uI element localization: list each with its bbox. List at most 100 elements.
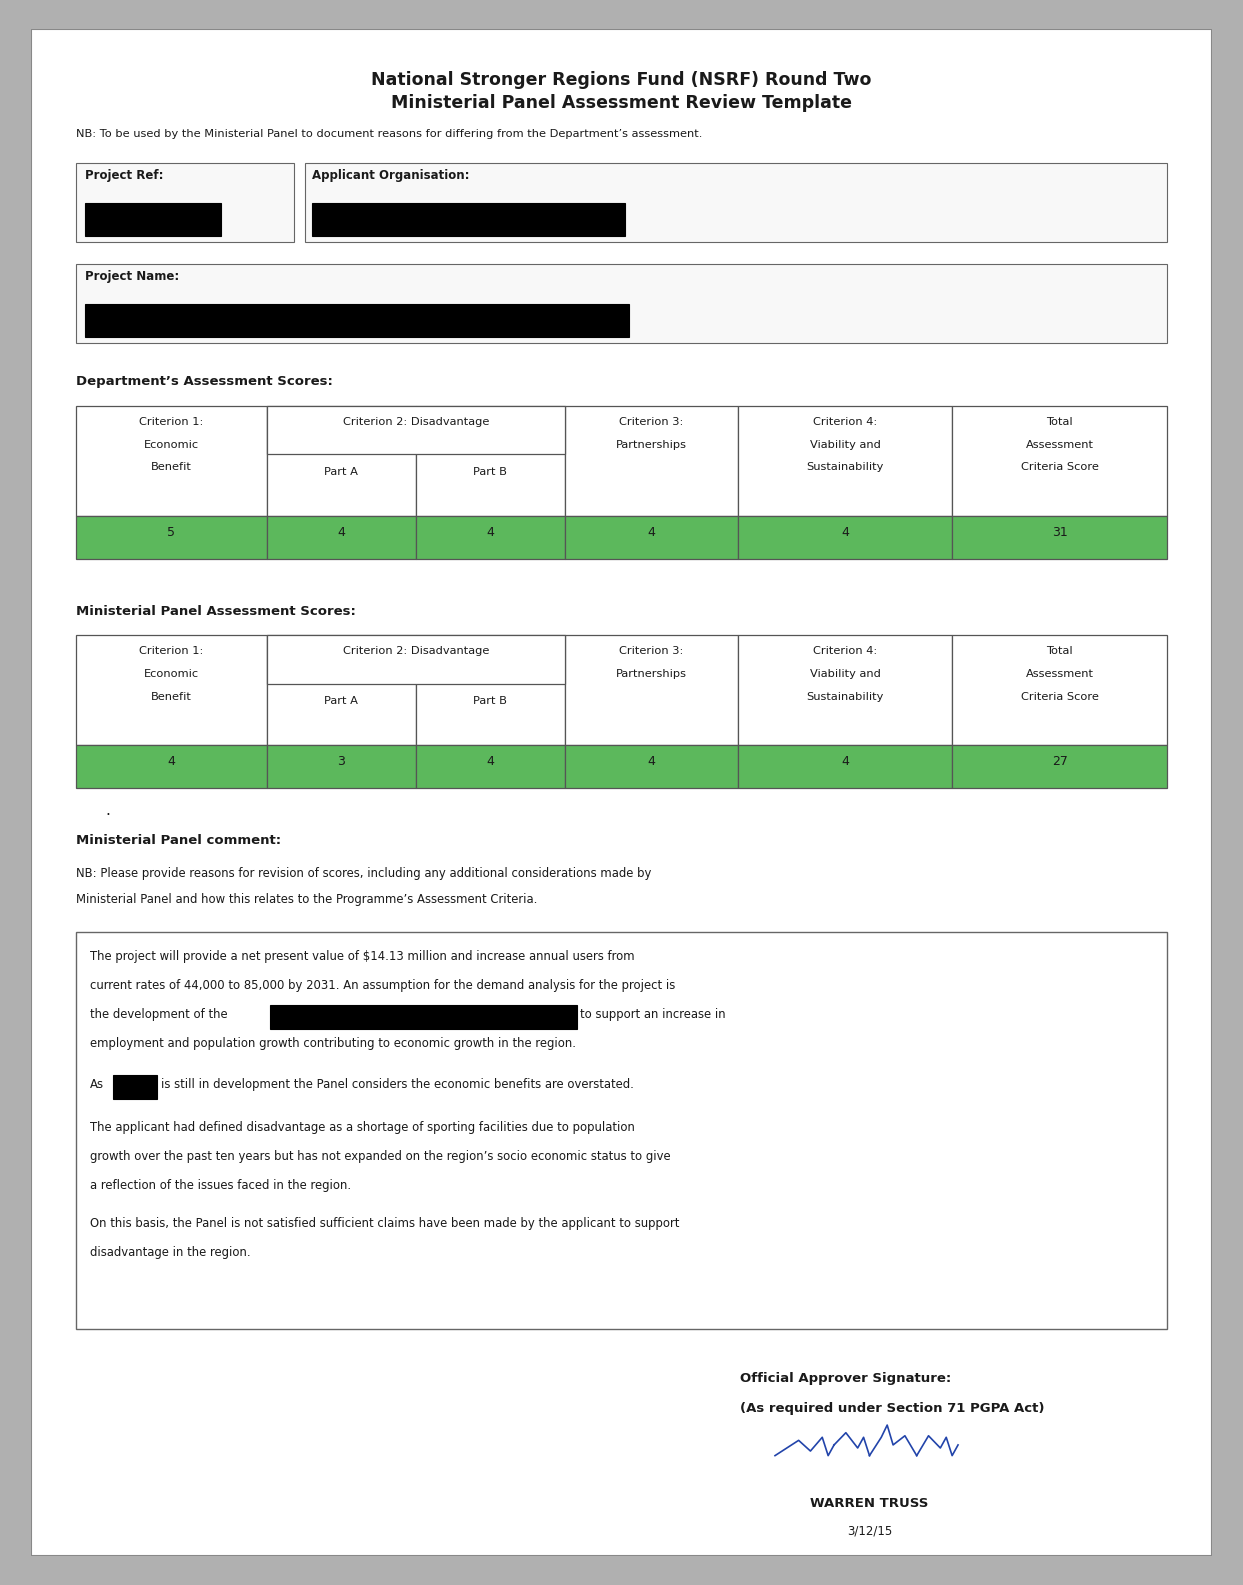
- Text: Criterion 3:: Criterion 3:: [619, 417, 684, 426]
- Bar: [267, 406, 564, 455]
- Bar: [267, 517, 416, 560]
- Bar: [76, 517, 267, 560]
- Text: 4: 4: [486, 756, 495, 769]
- Text: 3: 3: [337, 756, 346, 769]
- Text: Sustainability: Sustainability: [807, 691, 884, 702]
- Text: 4: 4: [168, 756, 175, 769]
- Text: Applicant Organisation:: Applicant Organisation:: [312, 170, 470, 182]
- Bar: [305, 163, 1167, 243]
- Text: The applicant had defined disadvantage as a shortage of sporting facilities due : The applicant had defined disadvantage a…: [89, 1121, 635, 1135]
- Text: Economic: Economic: [144, 439, 199, 450]
- Text: WARREN TRUSS: WARREN TRUSS: [810, 1496, 929, 1511]
- Text: 4: 4: [648, 756, 655, 769]
- Bar: [76, 932, 1167, 1328]
- Text: Part B: Part B: [474, 468, 507, 477]
- Text: Partnerships: Partnerships: [615, 439, 687, 450]
- Text: disadvantage in the region.: disadvantage in the region.: [89, 1246, 251, 1258]
- Bar: [267, 406, 416, 517]
- Bar: [76, 745, 267, 788]
- Bar: [564, 636, 738, 745]
- Text: the development of the: the development of the: [89, 1008, 227, 1021]
- Text: 4: 4: [648, 526, 655, 539]
- Text: Total: Total: [1047, 645, 1073, 656]
- Text: Benefit: Benefit: [150, 691, 191, 702]
- Bar: [952, 745, 1167, 788]
- Text: Assessment: Assessment: [1025, 669, 1094, 678]
- Text: Criteria Score: Criteria Score: [1021, 691, 1099, 702]
- Bar: [738, 406, 952, 517]
- Bar: [952, 517, 1167, 560]
- Text: Total: Total: [1047, 417, 1073, 426]
- Bar: [267, 636, 416, 745]
- Text: NB: To be used by the Ministerial Panel to document reasons for differing from t: NB: To be used by the Ministerial Panel …: [76, 130, 702, 139]
- Text: Part B: Part B: [474, 696, 507, 707]
- Text: Criterion 2: Disadvantage: Criterion 2: Disadvantage: [343, 645, 488, 656]
- Text: to support an increase in: to support an increase in: [580, 1008, 726, 1021]
- Bar: [312, 203, 625, 236]
- Text: 4: 4: [842, 756, 849, 769]
- Text: The project will provide a net present value of $14.13 million and increase annu: The project will provide a net present v…: [89, 949, 635, 962]
- Text: Project Ref:: Project Ref:: [86, 170, 164, 182]
- Bar: [267, 745, 416, 788]
- Text: (As required under Section 71 PGPA Act): (As required under Section 71 PGPA Act): [740, 1403, 1044, 1415]
- Bar: [416, 636, 564, 745]
- Text: Criterion 3:: Criterion 3:: [619, 645, 684, 656]
- Text: Assessment: Assessment: [1025, 439, 1094, 450]
- Text: Sustainability: Sustainability: [807, 463, 884, 472]
- Text: Partnerships: Partnerships: [615, 669, 687, 678]
- Text: Ministerial Panel Assessment Review Template: Ministerial Panel Assessment Review Temp…: [392, 94, 851, 113]
- Text: Criterion 4:: Criterion 4:: [813, 417, 878, 426]
- Bar: [738, 517, 952, 560]
- Bar: [416, 406, 564, 517]
- Text: NB: Please provide reasons for revision of scores, including any additional cons: NB: Please provide reasons for revision …: [76, 867, 651, 880]
- Text: 4: 4: [486, 526, 495, 539]
- Text: Criteria Score: Criteria Score: [1021, 463, 1099, 472]
- Text: National Stronger Regions Fund (NSRF) Round Two: National Stronger Regions Fund (NSRF) Ro…: [372, 71, 871, 89]
- Text: 3/12/15: 3/12/15: [846, 1525, 892, 1537]
- Bar: [76, 636, 267, 745]
- Text: .: .: [106, 804, 111, 818]
- Bar: [76, 406, 267, 517]
- Text: Viability and: Viability and: [809, 439, 880, 450]
- Bar: [86, 203, 221, 236]
- Text: 31: 31: [1052, 526, 1068, 539]
- Bar: [267, 636, 564, 683]
- Text: As: As: [89, 1078, 104, 1090]
- Text: Viability and: Viability and: [809, 669, 880, 678]
- Text: 5: 5: [168, 526, 175, 539]
- Text: Criterion 4:: Criterion 4:: [813, 645, 878, 656]
- Bar: [564, 517, 738, 560]
- Bar: [738, 745, 952, 788]
- Text: Ministerial Panel Assessment Scores:: Ministerial Panel Assessment Scores:: [76, 604, 355, 618]
- Bar: [416, 745, 564, 788]
- Bar: [952, 406, 1167, 517]
- Text: Ministerial Panel comment:: Ministerial Panel comment:: [76, 834, 281, 846]
- Text: Part A: Part A: [324, 468, 358, 477]
- Bar: [86, 304, 629, 338]
- Text: On this basis, the Panel is not satisfied sufficient claims have been made by th: On this basis, the Panel is not satisfie…: [89, 1217, 680, 1230]
- Text: a reflection of the issues faced in the region.: a reflection of the issues faced in the …: [89, 1179, 352, 1192]
- Text: growth over the past ten years but has not expanded on the region’s socio econom: growth over the past ten years but has n…: [89, 1151, 671, 1163]
- Text: Economic: Economic: [144, 669, 199, 678]
- Text: 4: 4: [842, 526, 849, 539]
- Text: Criterion 1:: Criterion 1:: [139, 645, 204, 656]
- Text: Official Approver Signature:: Official Approver Signature:: [740, 1371, 951, 1385]
- Text: Part A: Part A: [324, 696, 358, 707]
- Text: employment and population growth contributing to economic growth in the region.: employment and population growth contrib…: [89, 1037, 576, 1049]
- Text: Department’s Assessment Scores:: Department’s Assessment Scores:: [76, 376, 333, 388]
- Bar: [76, 163, 295, 243]
- Text: Project Name:: Project Name:: [86, 269, 180, 284]
- Bar: [270, 1005, 577, 1029]
- Text: Criterion 2: Disadvantage: Criterion 2: Disadvantage: [343, 417, 488, 426]
- Text: 4: 4: [337, 526, 346, 539]
- Bar: [564, 406, 738, 517]
- Text: 27: 27: [1052, 756, 1068, 769]
- Text: is still in development the Panel considers the economic benefits are overstated: is still in development the Panel consid…: [162, 1078, 634, 1090]
- Bar: [416, 517, 564, 560]
- Bar: [952, 636, 1167, 745]
- Bar: [564, 745, 738, 788]
- Text: Criterion 1:: Criterion 1:: [139, 417, 204, 426]
- Text: Ministerial Panel and how this relates to the Programme’s Assessment Criteria.: Ministerial Panel and how this relates t…: [76, 894, 537, 907]
- Bar: [738, 636, 952, 745]
- Bar: [113, 1075, 158, 1098]
